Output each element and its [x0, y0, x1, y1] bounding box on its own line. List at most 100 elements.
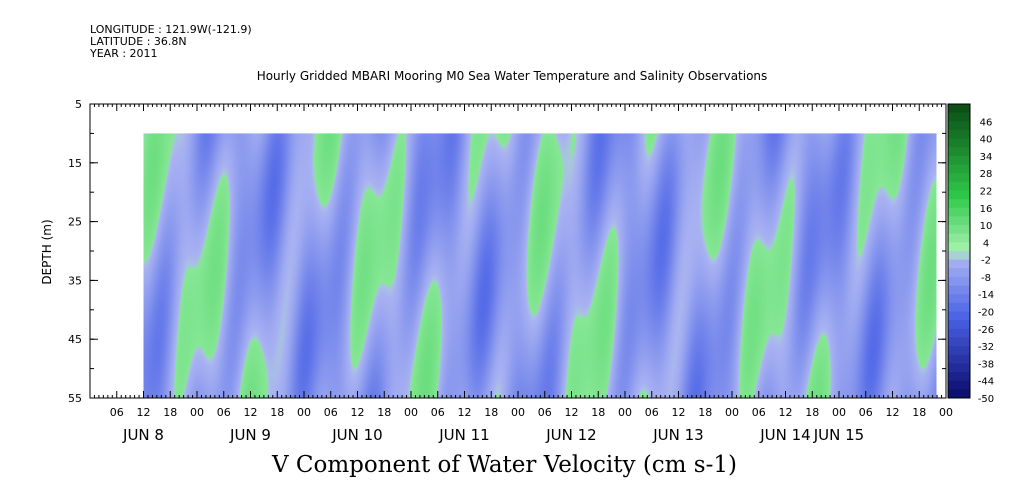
x-hour-label: 12 [886, 406, 900, 419]
colorbar-segment [948, 216, 970, 226]
x-hour-label: 00 [939, 406, 953, 419]
x-date-label: JUN 9 [229, 426, 271, 444]
colorbar-segment [948, 363, 970, 373]
colorbar-segment [948, 389, 970, 399]
y-tick-label: 45 [68, 333, 82, 346]
colorbar-label: 10 [980, 221, 993, 232]
x-hour-label: 06 [110, 406, 124, 419]
colorbar-segment [948, 354, 970, 364]
x-hour-label: 18 [163, 406, 177, 419]
x-hour-label: 18 [698, 406, 712, 419]
colorbar-segment [948, 380, 970, 390]
colorbar-segment [948, 138, 970, 148]
y-tick-label: 5 [75, 98, 82, 111]
x-hour-label: 18 [805, 406, 819, 419]
x-hour-label: 00 [618, 406, 632, 419]
x-hour-label: 06 [217, 406, 231, 419]
colorbar-segment [948, 199, 970, 209]
x-date-label: JUN 12 [545, 426, 596, 444]
colorbar-segment [948, 190, 970, 200]
x-hour-label: 12 [672, 406, 686, 419]
colorbar-label: 46 [980, 117, 993, 128]
x-axis-label: V Component of Water Velocity (cm s-1) [272, 452, 737, 478]
colorbar-segment [948, 173, 970, 183]
colorbar-label: -32 [978, 342, 994, 353]
colorbar-label: 16 [980, 204, 993, 215]
x-hour-label: 06 [752, 406, 766, 419]
x-hour-label: 00 [725, 406, 739, 419]
x-hour-label: 12 [458, 406, 472, 419]
colorbar-segment [948, 164, 970, 174]
colorbar-label: -50 [978, 394, 994, 405]
colorbar-segment [948, 259, 970, 269]
latitude-label: LATITUDE : 36.8N [90, 35, 187, 48]
x-hour-label: 12 [351, 406, 365, 419]
colorbar-label: -14 [978, 290, 994, 301]
x-date-label: JUN 14 [759, 426, 810, 444]
x-hour-label: 06 [538, 406, 552, 419]
y-tick-label: 15 [68, 157, 82, 170]
colorbar-segment [948, 311, 970, 321]
y-tick-label: 55 [68, 392, 82, 405]
x-hour-label: 00 [297, 406, 311, 419]
colorbar-label: 22 [980, 186, 993, 197]
chart-title: Hourly Gridded MBARI Mooring M0 Sea Wate… [256, 69, 768, 83]
x-hour-label: 18 [912, 406, 926, 419]
colorbar-segment [948, 233, 970, 243]
x-hour-label: 00 [832, 406, 846, 419]
colorbar-segment [948, 242, 970, 252]
year-label: YEAR : 2011 [90, 47, 158, 60]
colorbar-segment [948, 285, 970, 295]
x-hour-label: 18 [377, 406, 391, 419]
y-tick-label: 35 [68, 274, 82, 287]
colorbar-segment [948, 294, 970, 304]
y-tick-label: 25 [68, 216, 82, 229]
x-hour-label: 00 [190, 406, 204, 419]
colorbar-segment [948, 112, 970, 122]
colorbar-segment [948, 320, 970, 330]
x-hour-label: 00 [511, 406, 525, 419]
x-hour-label: 18 [484, 406, 498, 419]
x-date-label: JUN 10 [331, 426, 382, 444]
colorbar-segment [948, 328, 970, 338]
x-hour-label: 06 [859, 406, 873, 419]
colorbar-segment [948, 104, 970, 114]
colorbar-segment [948, 268, 970, 278]
colorbar-segment [948, 346, 970, 356]
colorbar-segment [948, 155, 970, 166]
colorbar-label: 34 [980, 152, 993, 163]
colorbar-segment [948, 181, 970, 191]
colorbar-label: 4 [983, 238, 989, 249]
x-date-label: JUN 13 [652, 426, 703, 444]
colorbar-label: -44 [978, 377, 994, 388]
longitude-label: LONGITUDE : 121.9W(-121.9) [90, 23, 252, 36]
colorbar-label: -2 [981, 256, 991, 267]
colorbar-segment [948, 129, 970, 140]
x-hour-label: 12 [137, 406, 151, 419]
colorbar-segment [948, 207, 970, 217]
x-hour-label: 06 [324, 406, 338, 419]
colorbar-label: 40 [980, 135, 993, 146]
colorbar-segment [948, 276, 970, 287]
x-date-label: JUN 11 [438, 426, 489, 444]
colorbar-frame [947, 103, 971, 399]
x-hour-label: 18 [591, 406, 605, 419]
colorbar-segment [948, 372, 970, 382]
y-axis-label: DEPTH (m) [40, 219, 54, 285]
colorbar-segment [948, 225, 970, 235]
colorbar-label: -8 [981, 273, 991, 284]
x-date-label: JUN 8 [122, 426, 164, 444]
x-hour-label: 00 [404, 406, 418, 419]
colorbar-segment [948, 147, 970, 157]
x-hour-label: 18 [270, 406, 284, 419]
colorbar-label: -20 [978, 308, 994, 319]
colorbar-segment [948, 251, 970, 261]
colorbar-label: -38 [978, 359, 994, 370]
colorbar-segment [948, 337, 970, 347]
x-hour-label: 12 [244, 406, 258, 419]
x-date-label: JUN 15 [813, 426, 864, 444]
colorbar-segment [948, 302, 970, 313]
colorbar-label: -26 [978, 325, 994, 336]
x-hour-label: 12 [779, 406, 793, 419]
